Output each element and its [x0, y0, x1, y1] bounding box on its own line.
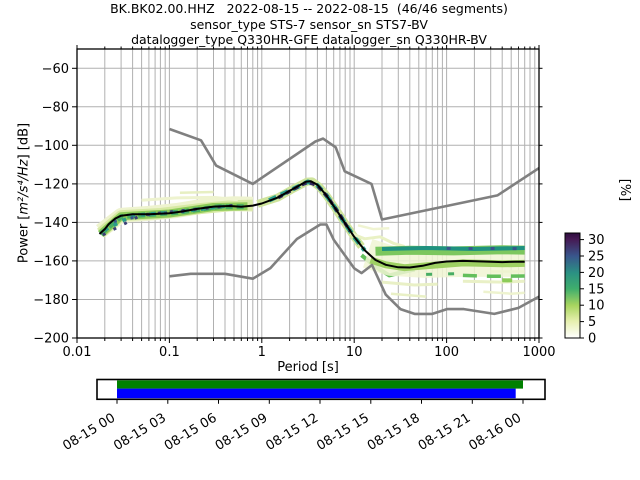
- x-tick-label: 1: [258, 345, 266, 360]
- timeline-date-label: 08-15 21: [416, 411, 474, 454]
- colorbar: [564, 232, 581, 339]
- x-tick-label: 10: [346, 345, 363, 360]
- timeline-coverage-bar: [117, 380, 523, 389]
- colorbar-tick-label: 25: [588, 250, 605, 265]
- timeline-date-label: 08-15 06: [162, 411, 220, 454]
- y-tick-label: −100: [33, 139, 69, 154]
- colorbar-tick-label: 15: [588, 282, 605, 297]
- y-tick-label: −180: [33, 293, 69, 308]
- timeline-date-label: 08-16 00: [466, 411, 524, 454]
- y-tick-label: −200: [33, 332, 69, 347]
- psd-density-streak: [381, 246, 525, 251]
- timeline-date-label: 08-15 03: [111, 411, 169, 454]
- y-axis-title: Power [m²/s⁴/Hz] [dB]: [17, 123, 32, 263]
- colorbar-tick-label: 0: [588, 332, 596, 347]
- psd-density-streak: [357, 224, 390, 231]
- y-axis-title-suffix: ] [dB]: [16, 122, 32, 160]
- plot-frame: [76, 48, 540, 339]
- tick-labels: 0.01 0.1 1 10 100 1000 −60 −80 −100 −120 −140 −160 −…: [33, 62, 555, 360]
- y-axis-title-units: m²/s⁴/Hz: [16, 159, 32, 215]
- y-tick-label: −80: [42, 100, 69, 115]
- x-axis-title: Period [s]: [277, 360, 339, 375]
- y-tick-label: −160: [33, 254, 69, 269]
- timeline-date-label: 08-15 18: [365, 411, 423, 454]
- x-tick-label: 100: [434, 345, 459, 360]
- x-tick-label: 1000: [522, 345, 555, 360]
- psd-density-streak: [390, 292, 427, 298]
- figure-title-line-2: sensor_type STS-7 sensor_sn STS7-BV: [190, 17, 428, 32]
- timeline-date-label: 08-15 15: [314, 411, 372, 454]
- figure-title-line-1: BK.BK02.00.HHZ 2022-08-15 -- 2022-08-15 …: [110, 1, 508, 16]
- psd-density-histogram: [96, 177, 525, 298]
- timeline-date-label: 08-15 00: [60, 411, 118, 454]
- colorbar-tick-label: 30: [588, 233, 605, 248]
- psd-density-streak: [462, 279, 525, 284]
- x-tick-label: 0.1: [159, 345, 180, 360]
- psd-density-streak: [141, 195, 238, 202]
- x-tick-label: 0.01: [63, 345, 92, 360]
- nhnm-line: [168, 127, 539, 221]
- nlnm-line: [169, 223, 539, 316]
- psd-density-streak: [256, 177, 365, 249]
- psd-density-streak: [381, 280, 438, 287]
- psd-density-streak: [462, 273, 525, 279]
- figure-title-line-3: datalogger_type Q330HR-GFE datalogger_sn…: [131, 32, 487, 47]
- psd-mode-line: [98, 180, 525, 269]
- noise-models: [168, 127, 539, 316]
- colorbar-tick-label: 5: [588, 315, 596, 330]
- timeline-date-label: 08-15 09: [213, 411, 271, 454]
- y-tick-label: −120: [33, 177, 69, 192]
- colorbar-tick-label: 10: [588, 299, 605, 314]
- psd-density-streak: [349, 231, 405, 248]
- y-tick-label: −140: [33, 216, 69, 231]
- psd-density-streak: [483, 290, 525, 295]
- colorbar-tick-label: 20: [588, 266, 605, 281]
- grid: [77, 49, 539, 338]
- y-tick-label: −60: [42, 62, 69, 77]
- psd-density-streak: [179, 190, 214, 194]
- axis-ticks: [72, 45, 543, 343]
- timeline-date-label: 08-15 12: [263, 411, 321, 454]
- timeline-data-bar: [117, 388, 516, 399]
- y-axis-title-prefix: Power [: [16, 214, 32, 264]
- colorbar-unit-label: [%]: [617, 179, 632, 202]
